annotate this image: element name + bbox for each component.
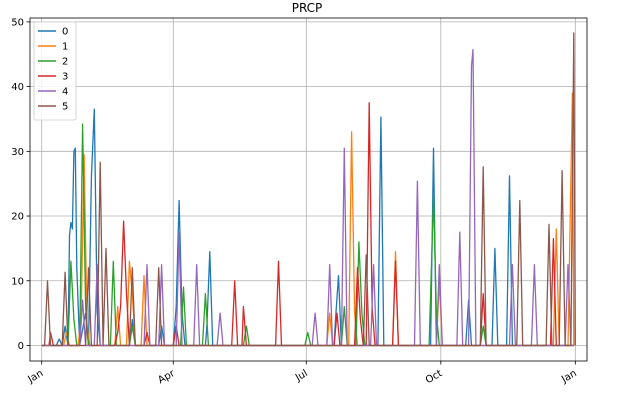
- chart-title: PRCP: [292, 1, 323, 15]
- legend-label-5: 5: [62, 102, 68, 113]
- y-tick-label: 30: [11, 147, 24, 158]
- y-tick-label: 50: [11, 17, 24, 28]
- y-tick-label: 40: [11, 82, 24, 93]
- series-line-3: [41, 102, 574, 347]
- y-tick-label: 10: [11, 276, 24, 287]
- plot-frame: [29, 17, 588, 362]
- legend-label-4: 4: [62, 87, 68, 98]
- legend-label-3: 3: [62, 72, 68, 83]
- y-tick-label: 0: [18, 341, 24, 352]
- legend: 0 1 2 3 4 5: [33, 21, 77, 121]
- legend-label-2: 2: [62, 57, 68, 68]
- legend-label-0: 0: [62, 27, 68, 38]
- y-tick-label: 20: [11, 212, 24, 223]
- legend-label-1: 1: [62, 42, 68, 53]
- series-line-5: [41, 32, 576, 347]
- plot-area: [41, 32, 576, 347]
